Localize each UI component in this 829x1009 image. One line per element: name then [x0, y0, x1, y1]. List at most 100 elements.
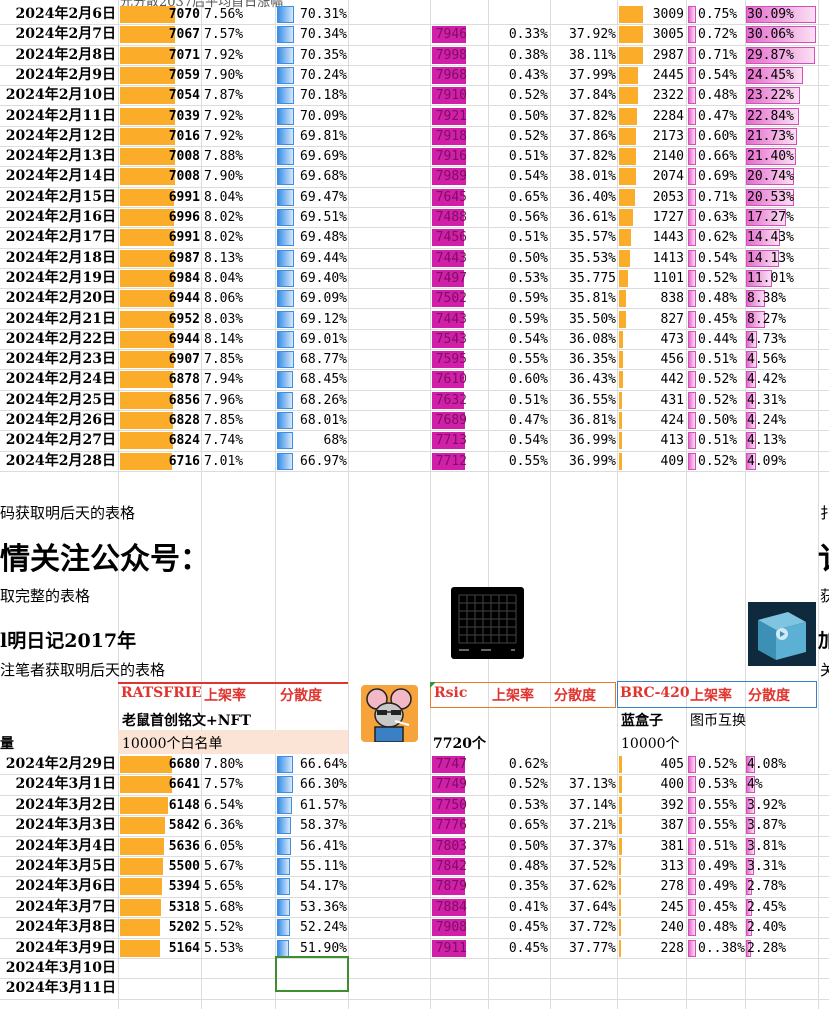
rsic-value[interactable]: 7803: [435, 838, 467, 854]
brc-rate-value[interactable]: 0.48%: [698, 291, 738, 307]
rsic-dispersion[interactable]: 37.13%: [569, 777, 616, 793]
rsic-rate[interactable]: 0.47%: [508, 413, 548, 428]
rsic-value[interactable]: 7497: [435, 270, 467, 286]
count-value[interactable]: 7059: [168, 67, 200, 83]
dispersion-value[interactable]: 70.09%: [300, 108, 347, 124]
date-cell[interactable]: 2024年2月19日: [5, 269, 116, 286]
brc-rate-value[interactable]: 0.51%: [698, 352, 738, 368]
rsic-value[interactable]: 7921: [435, 108, 467, 124]
count-value[interactable]: 5500: [168, 859, 200, 874]
rsic-rate[interactable]: 0.52%: [508, 128, 548, 144]
rsic-dispersion[interactable]: 36.08%: [569, 331, 616, 347]
count-value[interactable]: 6984: [168, 270, 200, 286]
rsic-dispersion[interactable]: 36.81%: [569, 413, 616, 428]
rsic-dispersion[interactable]: 35.53%: [569, 250, 616, 266]
count-percent[interactable]: 7.92%: [204, 108, 244, 124]
rsic-value[interactable]: 7998: [435, 47, 467, 63]
brc-rate-value[interactable]: 0.45%: [698, 311, 738, 327]
count-percent[interactable]: 7.57%: [204, 777, 244, 793]
count-percent[interactable]: 5.53%: [204, 940, 244, 956]
brc-dispersion-value[interactable]: 3.81%: [747, 838, 787, 854]
brc-dispersion-value[interactable]: 4.09%: [747, 453, 787, 469]
brc-rate-value[interactable]: 0.53%: [698, 777, 738, 793]
brc-count-value[interactable]: 473: [660, 331, 684, 347]
rsic-dispersion[interactable]: 35.57%: [569, 230, 616, 246]
count-value[interactable]: 7008: [168, 169, 200, 185]
brc-count-value[interactable]: 405: [660, 757, 684, 772]
count-percent[interactable]: 7.01%: [204, 453, 244, 469]
rsic-rate[interactable]: 0.43%: [508, 67, 548, 83]
rsic-value[interactable]: 7879: [435, 879, 467, 895]
count-percent[interactable]: 8.02%: [204, 230, 244, 246]
brc-dispersion-value[interactable]: 30.06%: [747, 27, 794, 43]
brc-dispersion-value[interactable]: 29.87%: [747, 47, 794, 63]
date-cell[interactable]: 2024年3月8日: [15, 919, 116, 936]
rsic-dispersion[interactable]: 37.72%: [569, 920, 616, 936]
dispersion-value[interactable]: 68.77%: [300, 352, 347, 368]
count-value[interactable]: 7070: [168, 7, 200, 22]
count-value[interactable]: 6856: [168, 392, 200, 408]
dispersion-value[interactable]: 69.51%: [300, 210, 347, 225]
dispersion-value[interactable]: 61.57%: [300, 797, 347, 813]
brc-count-value[interactable]: 413: [660, 433, 684, 449]
count-value[interactable]: 5202: [168, 920, 200, 936]
brc-dispersion-value[interactable]: 14.43%: [747, 230, 794, 246]
dispersion-value[interactable]: 69.40%: [300, 270, 347, 286]
rsic-dispersion[interactable]: 37.77%: [569, 940, 616, 956]
count-value[interactable]: 6987: [168, 250, 200, 266]
rsic-dispersion[interactable]: 37.14%: [569, 797, 616, 813]
brc-count-value[interactable]: 2140: [652, 149, 684, 165]
count-value[interactable]: 6828: [168, 413, 200, 428]
date-cell[interactable]: 2024年2月21日: [5, 310, 116, 327]
brc-count-value[interactable]: 2053: [652, 189, 684, 205]
count-percent[interactable]: 7.90%: [204, 169, 244, 185]
date-cell[interactable]: 2024年3月6日: [15, 878, 116, 895]
rsic-rate[interactable]: 0.56%: [508, 210, 548, 225]
rsic-rate[interactable]: 0.53%: [508, 797, 548, 813]
brc-count-value[interactable]: 245: [660, 899, 684, 915]
rsic-rate[interactable]: 0.51%: [508, 230, 548, 246]
rsic-value[interactable]: 7776: [435, 818, 467, 834]
count-value[interactable]: 6148: [168, 797, 200, 813]
brc-dispersion-value[interactable]: 11.01%: [747, 270, 794, 286]
date-cell[interactable]: 2024年2月25日: [5, 391, 116, 408]
date-cell[interactable]: 2024年2月11日: [5, 107, 116, 124]
rsic-value[interactable]: 7502: [435, 291, 467, 307]
dispersion-value[interactable]: 69.01%: [300, 331, 347, 347]
rsic-rate[interactable]: 0.54%: [508, 331, 548, 347]
count-value[interactable]: 6907: [168, 352, 200, 368]
brc-rate-value[interactable]: 0.52%: [698, 372, 738, 388]
date-cell[interactable]: 2024年3月5日: [15, 858, 116, 874]
date-cell[interactable]: 2024年2月26日: [5, 412, 116, 428]
brc-dispersion-value[interactable]: 2.78%: [747, 879, 787, 895]
brc-rate-value[interactable]: 0.55%: [698, 797, 738, 813]
brc-count-value[interactable]: 409: [660, 453, 684, 469]
brc-rate-value[interactable]: 0.71%: [698, 47, 738, 63]
dispersion-value[interactable]: 68%: [323, 433, 347, 449]
brc-dispersion-value[interactable]: 4.56%: [747, 352, 787, 368]
rsic-rate[interactable]: 0.48%: [508, 859, 548, 874]
brc-dispersion-value[interactable]: 4.24%: [747, 413, 787, 428]
rsic-rate[interactable]: 0.51%: [508, 392, 548, 408]
rsic-rate[interactable]: 0.65%: [508, 818, 548, 834]
date-cell[interactable]: 2024年2月16日: [5, 209, 116, 225]
count-percent[interactable]: 5.68%: [204, 899, 244, 915]
count-percent[interactable]: 8.04%: [204, 189, 244, 205]
date-cell[interactable]: 2024年2月24日: [5, 371, 116, 388]
brc-dispersion-value[interactable]: 22.84%: [747, 108, 794, 124]
rsic-dispersion[interactable]: 36.99%: [569, 433, 616, 449]
count-percent[interactable]: 6.05%: [204, 838, 244, 854]
count-percent[interactable]: 7.57%: [204, 27, 244, 43]
brc-count-value[interactable]: 442: [660, 372, 684, 388]
brc-count-value[interactable]: 313: [660, 859, 684, 874]
brc-count-value[interactable]: 827: [660, 311, 684, 327]
count-percent[interactable]: 6.54%: [204, 797, 244, 813]
rsic-dispersion[interactable]: 38.11%: [569, 47, 616, 63]
rat-avatar-image[interactable]: [361, 685, 418, 742]
dispersion-value[interactable]: 69.12%: [300, 311, 347, 327]
rsic-rate[interactable]: 0.35%: [508, 879, 548, 895]
brc-dispersion-value[interactable]: 21.40%: [747, 149, 794, 165]
count-value[interactable]: 7054: [168, 88, 200, 104]
rsic-rate[interactable]: 0.50%: [508, 250, 548, 266]
